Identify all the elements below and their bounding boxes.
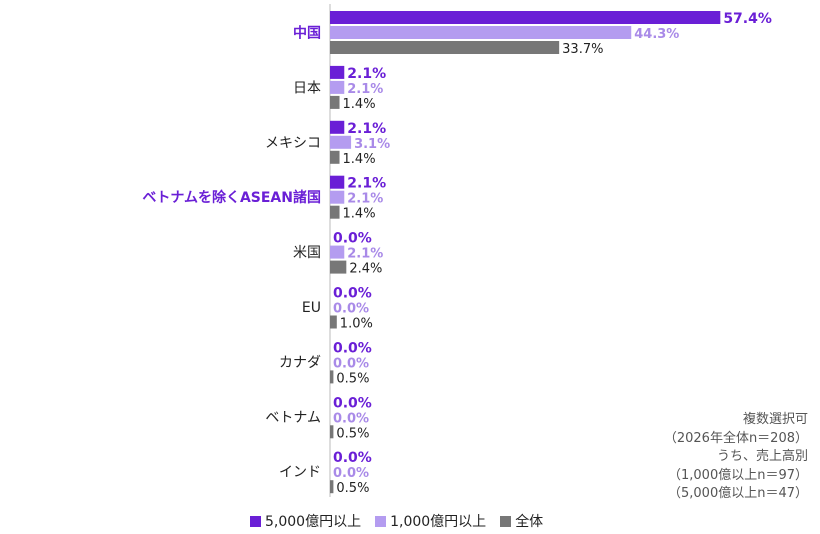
data-label: 0.0%	[333, 466, 369, 481]
data-label: 0.0%	[333, 450, 372, 466]
bar-1000	[330, 135, 352, 149]
category-label: カナダ	[279, 355, 321, 371]
bar-total	[330, 95, 340, 109]
bar-total	[330, 260, 347, 274]
bar-1000	[330, 80, 345, 94]
legend-item-1000: 1,000億円以上	[375, 511, 486, 531]
data-label: 0.0%	[333, 411, 369, 426]
data-label: 1.0%	[340, 317, 373, 332]
category-label: インド	[279, 465, 321, 481]
bar-1000	[330, 245, 345, 259]
legend: 5,000億円以上 1,000億円以上 全体	[250, 511, 543, 531]
data-label: 3.1%	[354, 137, 390, 152]
bar-total	[330, 150, 340, 164]
data-label: 1.4%	[343, 207, 376, 222]
data-label: 0.0%	[333, 340, 372, 356]
legend-label: 1,000億円以上	[390, 514, 487, 530]
data-label: 0.0%	[333, 302, 369, 317]
bar-total	[330, 425, 334, 439]
bar-5000	[330, 11, 721, 24]
data-label: 2.1%	[347, 192, 383, 207]
data-label: 1.4%	[343, 152, 376, 167]
bar-1000	[330, 190, 345, 204]
category-label: 日本	[293, 80, 321, 96]
note-line: （5,000億以上n＝47）	[668, 486, 808, 501]
bar-chart: 中国57.4%44.3%33.7%日本2.1%2.1%1.4%メキシコ2.1%3…	[142, 4, 772, 497]
bar-total	[330, 205, 340, 219]
sample-note: 複数選択可 （2026年全体n＝208） うち、売上高別 （1,000億以上n＝…	[588, 411, 808, 504]
data-label: 2.1%	[347, 247, 383, 262]
bar-total	[330, 315, 337, 329]
data-label: 0.0%	[333, 231, 372, 247]
legend-item-total: 全体	[500, 511, 543, 531]
category-label: EU	[302, 300, 321, 316]
bar-5000	[330, 175, 345, 189]
legend-item-5000: 5,000億円以上	[250, 511, 361, 531]
data-label: 0.0%	[333, 286, 372, 302]
legend-swatch	[250, 515, 261, 527]
note-line: 複数選択可	[742, 412, 808, 427]
category-label: ベトナムを除くASEAN諸国	[142, 189, 321, 206]
note-line: （2026年全体n＝208）	[663, 430, 808, 446]
category-label: ベトナム	[265, 410, 321, 426]
data-label: 44.3%	[634, 27, 679, 42]
data-label: 1.4%	[343, 97, 376, 112]
bar-1000	[330, 26, 632, 39]
legend-label: 全体	[515, 514, 544, 530]
legend-label: 5,000億円以上	[265, 514, 362, 530]
bar-total	[330, 480, 334, 494]
bar-5000	[330, 65, 345, 79]
data-label: 33.7%	[562, 42, 603, 57]
bar-total	[330, 370, 334, 384]
data-label: 0.0%	[333, 356, 369, 371]
data-label: 57.4%	[723, 11, 772, 27]
data-label: 2.1%	[347, 176, 386, 192]
category-label: 中国	[293, 25, 321, 42]
bar-5000	[330, 120, 345, 134]
data-label: 2.1%	[347, 66, 386, 82]
category-label: 米国	[293, 245, 321, 261]
data-label: 2.1%	[347, 82, 383, 97]
note-line: （1,000億以上n＝97）	[668, 467, 808, 483]
data-label: 0.5%	[336, 426, 369, 441]
note-line: うち、売上高別	[716, 449, 808, 464]
data-label: 2.1%	[347, 121, 386, 137]
bar-total	[330, 41, 560, 54]
data-label: 0.0%	[333, 395, 372, 411]
legend-swatch	[375, 515, 387, 527]
legend-swatch	[500, 515, 512, 527]
category-label: メキシコ	[265, 135, 321, 151]
data-label: 0.5%	[336, 481, 369, 496]
data-label: 0.5%	[336, 371, 369, 386]
data-label: 2.4%	[349, 262, 382, 277]
